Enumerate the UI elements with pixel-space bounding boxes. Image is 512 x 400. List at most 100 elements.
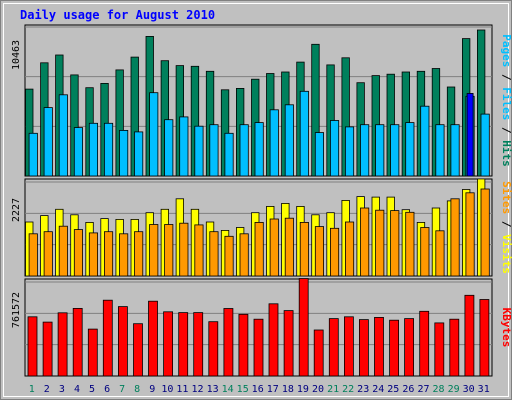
bar-kbytes-day-10 xyxy=(163,311,174,377)
x-tick-label: 12 xyxy=(191,384,203,395)
x-tick-label: 16 xyxy=(252,384,264,395)
inner-bevel xyxy=(3,3,509,397)
x-tick-label: 2 xyxy=(44,384,50,395)
bars-layer xyxy=(25,29,490,377)
bar-files-day-19 xyxy=(299,90,309,177)
bar-kbytes-day-30 xyxy=(464,294,475,377)
bar-kbytes-day-14 xyxy=(223,308,234,377)
bar-kbytes-day-31 xyxy=(479,299,490,377)
bar-sites-day-11 xyxy=(179,222,189,277)
bar-files-day-8 xyxy=(134,131,144,177)
legend-visits: Visits xyxy=(500,234,512,274)
bar-files-day-2 xyxy=(43,107,53,177)
x-tick-label: 9 xyxy=(149,384,155,395)
legend-hits: Hits xyxy=(500,140,512,167)
ymax-label: 761572 xyxy=(11,292,22,328)
bar-sites-day-24 xyxy=(375,209,385,277)
bar-files-day-20 xyxy=(314,132,324,177)
bar-files-day-13 xyxy=(209,124,219,177)
bar-files-day-16 xyxy=(254,122,264,177)
x-tick-label: 8 xyxy=(134,384,140,395)
bar-kbytes-day-7 xyxy=(118,306,128,377)
x-tick-label: 25 xyxy=(387,384,399,395)
x-tick-label: 29 xyxy=(448,384,460,395)
bar-kbytes-day-2 xyxy=(42,321,53,377)
bar-files-day-27 xyxy=(420,105,430,177)
bar-kbytes-day-6 xyxy=(102,299,113,377)
bar-sites-day-31 xyxy=(480,188,490,277)
bar-sites-day-26 xyxy=(405,211,415,277)
x-tick-label: 23 xyxy=(357,384,369,395)
x-tick-label: 28 xyxy=(432,384,444,395)
bar-files-day-25 xyxy=(390,124,400,177)
bar-pages-day-30 xyxy=(466,93,474,177)
x-tick-label: 15 xyxy=(237,384,249,395)
bar-sites-day-20 xyxy=(314,226,324,277)
bar-sites-day-18 xyxy=(284,217,294,277)
chart-title: Daily usage for August 2010 xyxy=(20,8,215,22)
x-tick-label: 18 xyxy=(282,384,294,395)
ymax-label: 10463 xyxy=(11,40,22,70)
x-tick-label: 4 xyxy=(74,384,80,395)
series-legend: KBytes xyxy=(500,308,512,348)
bar-files-day-26 xyxy=(405,122,415,177)
bar-files-day-11 xyxy=(179,116,189,177)
bar-kbytes-day-28 xyxy=(434,322,445,377)
bar-kbytes-day-27 xyxy=(419,310,430,377)
bar-kbytes-day-22 xyxy=(343,316,354,377)
bar-kbytes-day-13 xyxy=(208,321,219,377)
x-tick-label: 17 xyxy=(267,384,279,395)
bar-sites-day-2 xyxy=(43,231,53,277)
bar-kbytes-day-16 xyxy=(253,318,264,377)
bar-sites-day-9 xyxy=(149,224,159,277)
bar-kbytes-day-23 xyxy=(358,319,369,377)
bar-sites-day-30 xyxy=(465,192,475,277)
bar-sites-day-27 xyxy=(420,227,430,277)
bar-files-day-7 xyxy=(119,129,129,177)
x-tick-label: 19 xyxy=(297,384,309,395)
x-tick-label: 26 xyxy=(402,384,414,395)
x-tick-label: 11 xyxy=(176,384,188,395)
bar-sites-day-28 xyxy=(435,230,445,277)
legend-separator: / xyxy=(500,67,512,87)
bar-files-day-28 xyxy=(435,124,445,177)
x-tick-label: 31 xyxy=(478,384,490,395)
bar-files-day-23 xyxy=(360,124,370,177)
bar-files-day-15 xyxy=(239,124,249,177)
bar-kbytes-day-17 xyxy=(268,303,279,377)
bar-sites-day-29 xyxy=(450,198,460,277)
x-tick-label: 22 xyxy=(342,384,354,395)
bar-kbytes-day-20 xyxy=(313,329,324,377)
bar-sites-day-23 xyxy=(360,207,370,277)
bar-kbytes-day-5 xyxy=(87,328,98,377)
x-tick-label: 30 xyxy=(463,384,475,395)
bar-sites-day-21 xyxy=(329,227,340,277)
bar-files-day-4 xyxy=(73,127,84,177)
bar-sites-day-22 xyxy=(344,221,355,277)
bar-kbytes-day-25 xyxy=(389,319,400,377)
legend-separator: / xyxy=(500,120,512,140)
bar-sites-day-8 xyxy=(134,231,144,277)
bar-files-day-21 xyxy=(329,120,340,177)
bar-sites-day-1 xyxy=(28,233,38,277)
bar-kbytes-day-9 xyxy=(148,300,158,377)
bar-files-day-9 xyxy=(149,92,159,177)
ymax-label: 2227 xyxy=(11,198,22,222)
x-tick-label: 3 xyxy=(59,384,65,395)
bar-files-day-24 xyxy=(375,124,385,177)
x-tick-label: 27 xyxy=(417,384,429,395)
legend-files: Files xyxy=(500,87,512,120)
bar-sites-day-14 xyxy=(224,235,234,277)
bar-sites-day-15 xyxy=(239,233,249,277)
series-legend: Sites / Visits xyxy=(500,181,512,274)
bar-sites-day-13 xyxy=(209,231,219,277)
bar-sites-day-7 xyxy=(119,233,129,277)
bar-kbytes-day-21 xyxy=(328,318,339,377)
bar-sites-day-17 xyxy=(269,218,279,277)
bar-kbytes-day-12 xyxy=(193,312,204,377)
bar-sites-day-4 xyxy=(73,229,84,277)
x-tick-label: 7 xyxy=(119,384,125,395)
legend-kbytes: KBytes xyxy=(500,308,512,348)
